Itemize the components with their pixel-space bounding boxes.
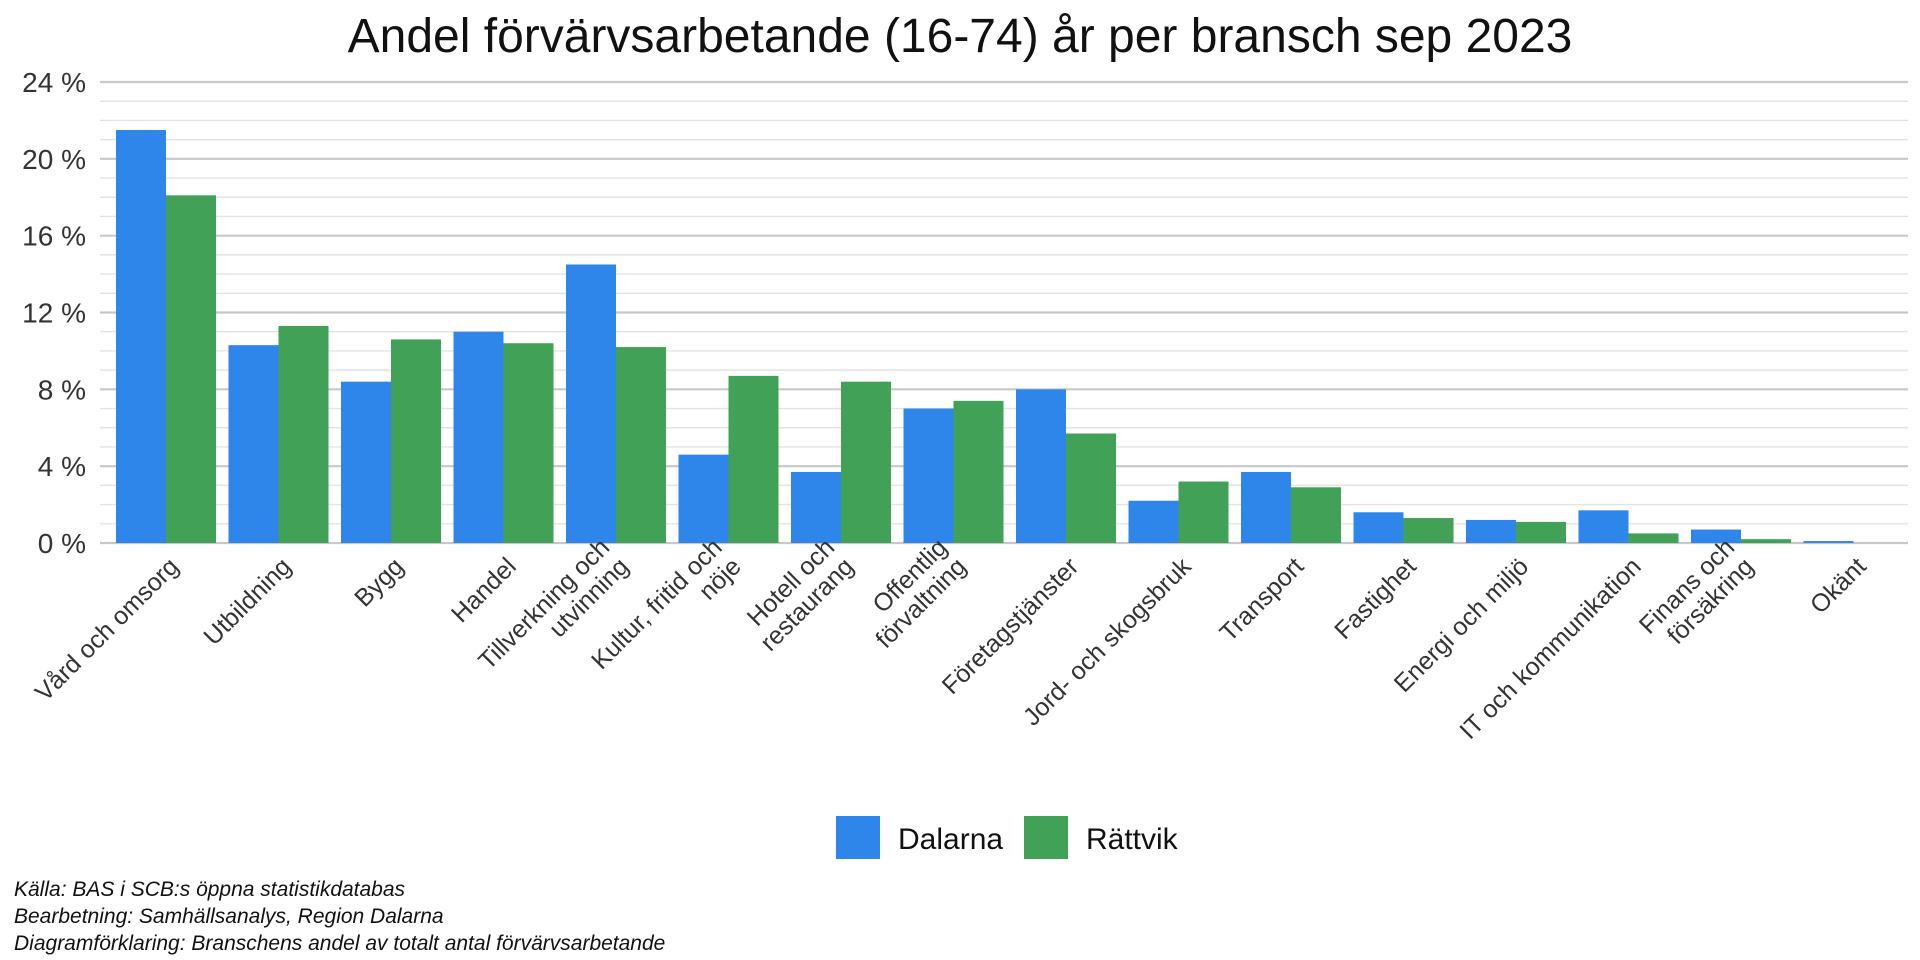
bar-rättvik (166, 195, 216, 543)
legend-swatch-rättvik (1024, 816, 1068, 859)
bar-dalarna (1691, 529, 1741, 543)
bar-rättvik (1516, 521, 1566, 543)
bar-dalarna (1353, 512, 1404, 543)
bar-dalarna (228, 345, 279, 543)
y-tick-label: 8 % (38, 374, 86, 405)
bar-rättvik (503, 343, 554, 543)
x-tick-label: IT och kommunikation (1454, 552, 1646, 744)
x-tick-label: Fastighet (1329, 552, 1422, 645)
bar-rättvik (1403, 518, 1454, 543)
legend-label-dalarna: Dalarna (898, 823, 1003, 856)
legend-label-rättvik: Rättvik (1086, 823, 1179, 856)
y-tick-label: 20 % (22, 144, 86, 175)
bar-rättvik (616, 347, 666, 543)
x-tick-label: Vård och omsorg (30, 552, 184, 706)
x-tick-label: Utbildning (198, 552, 296, 650)
bar-dalarna (1128, 500, 1179, 543)
x-axis-ticks: Vård och omsorg Utbildning Bygg HandelTillv… (30, 533, 1872, 744)
bar-rättvik (1741, 539, 1791, 543)
bar-dalarna (1578, 510, 1629, 543)
bar-rättvik (391, 339, 441, 543)
bar-dalarna (566, 264, 616, 543)
x-tick-label: Offentligförvaltning (851, 533, 971, 653)
source-note: Källa: BAS i SCB:s öppna statistikdataba… (14, 878, 406, 901)
bar-rättvik (1628, 533, 1679, 543)
bar-rättvik (953, 400, 1004, 543)
bar-dalarna (1016, 389, 1066, 543)
legend-swatch-dalarna (836, 816, 880, 859)
bar-dalarna (791, 471, 841, 543)
bar-dalarna (116, 130, 166, 544)
bar-dalarna (453, 331, 504, 543)
legend: Dalarna Rättvik (836, 816, 1179, 859)
bar-dalarna (1241, 471, 1291, 543)
bar-dalarna (1803, 541, 1854, 543)
x-tick-label: Bygg (349, 552, 409, 612)
explanation-note: Diagramförklaring: Branschens andel av t… (14, 932, 666, 955)
y-tick-label: 24 % (22, 67, 86, 98)
x-tick-label: Hotell ochrestaurang (736, 533, 859, 656)
y-tick-label: 12 % (22, 298, 86, 329)
bar-rättvik (728, 375, 779, 543)
y-tick-label: 4 % (38, 451, 86, 482)
bar-dalarna (903, 408, 954, 543)
bar-rättvik (1291, 487, 1341, 543)
bar-rättvik (1066, 433, 1116, 543)
x-tick-label: Okänt (1805, 552, 1872, 619)
x-tick-label: Transport (1214, 552, 1309, 647)
bar-rättvik (1178, 481, 1229, 543)
bar-rättvik (278, 325, 329, 543)
bar-dalarna (678, 454, 729, 543)
x-tick-label: Finans ochförsäkring (1634, 533, 1759, 658)
bar-dalarna (341, 381, 391, 543)
x-tick-label: Handel (446, 552, 522, 628)
y-tick-label: 16 % (22, 221, 86, 252)
bar-rättvik (841, 381, 891, 543)
bar-dalarna (1466, 519, 1516, 543)
bars (116, 130, 1854, 544)
y-axis-ticks: 0 % 4 % 8 % 12 % 16 % 20 % 24 % (22, 67, 86, 559)
processing-note: Bearbetning: Samhällsanalys, Region Dala… (14, 905, 444, 928)
chart-footer: Källa: BAS i SCB:s öppna statistikdataba… (14, 876, 665, 957)
chart-title: Andel förvärvsarbetande (16-74) år per b… (348, 10, 1573, 63)
y-tick-label: 0 % (38, 528, 86, 559)
